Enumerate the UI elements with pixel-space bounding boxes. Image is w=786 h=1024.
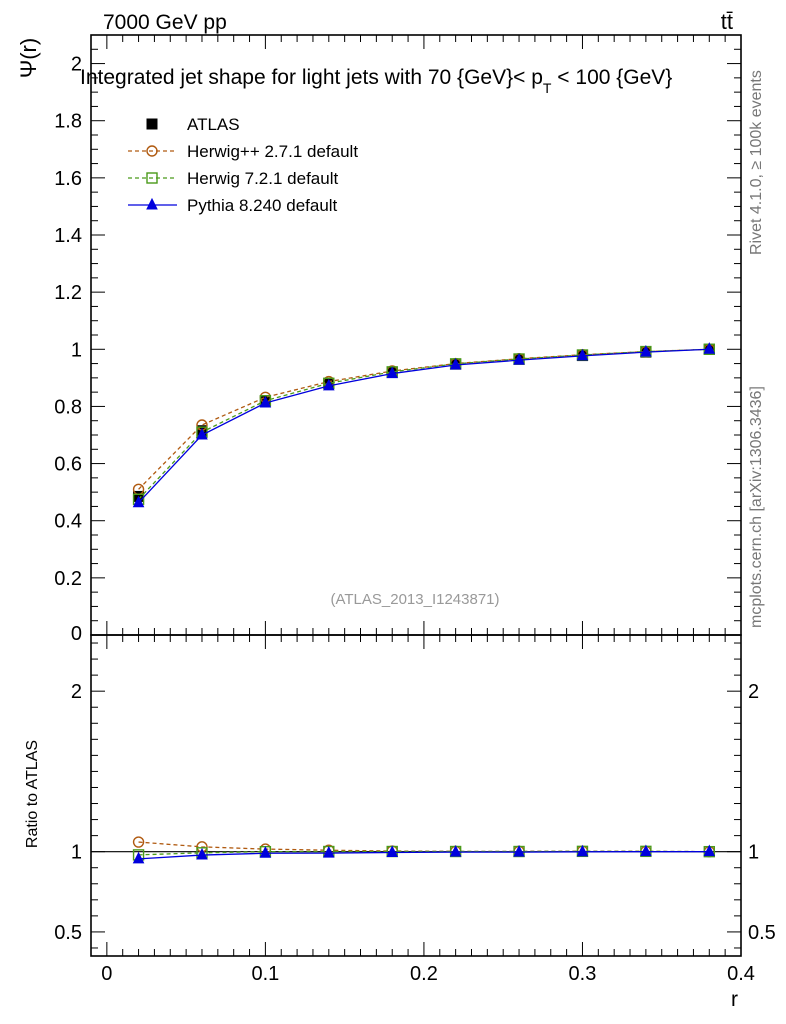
main-point-pythia-8-240-default xyxy=(576,348,589,361)
main-point-pythia-8-240-default xyxy=(513,353,525,365)
ratio-panel-y-tick-label-right: 2 xyxy=(748,681,759,703)
chart-title: Integrated jet shape for light jets with… xyxy=(80,66,672,96)
ratio-point-herwig-2-7-1-default xyxy=(132,836,145,848)
x-tick-label: 0.1 xyxy=(251,963,279,985)
ratio-point-pythia-8-240-default xyxy=(576,844,589,857)
legend-label-herwig-7-2-1-default: Herwig 7.2.1 default xyxy=(187,169,338,188)
mcplots-label: mcplots.cern.ch [arXiv:1306.3436] xyxy=(748,386,765,628)
energy-label: 7000 GeV pp xyxy=(103,11,227,34)
chart-title-end: < 100 {GeV} xyxy=(551,66,672,89)
legend-item-herwig-2-7-1-default: Herwig++ 2.7.1 default xyxy=(128,142,358,161)
ratio-series-pythia-8-240-default xyxy=(132,844,716,864)
ratio-panel-series xyxy=(132,836,716,864)
ratio-point-pythia-8-240-default xyxy=(132,851,145,864)
main-panel-y-tick-label: 2 xyxy=(71,54,82,76)
ratio-panel-y-tick-label-right: 0.5 xyxy=(748,922,776,944)
main-series-pythia-8-240-default xyxy=(132,342,716,508)
main-point-pythia-8-240-default xyxy=(259,395,272,408)
ratio-point-pythia-8-240-default xyxy=(386,845,399,857)
main-point-pythia-8-240-default xyxy=(703,342,716,354)
ratio-panel-y-tick-label-left: 0.5 xyxy=(54,922,82,944)
process-label: tt̄ xyxy=(721,9,733,34)
y-axis-title-ratio: Ratio to ATLAS xyxy=(24,740,41,848)
legend-item-atlas: ATLAS xyxy=(146,115,240,134)
main-panel-axes: 0.2 0.4 0.6 0.8 1 1.2 1.4 1.6 1.8 2 0 xyxy=(54,34,742,645)
legend-marker-herwig-2-7-1-default xyxy=(146,145,158,157)
chart-title-subscript: T xyxy=(543,80,552,96)
main-panel-series xyxy=(132,342,716,508)
ratio-panel-y-tick-label-left: 1 xyxy=(71,842,82,864)
ratio-series-herwig-2-7-1-default xyxy=(132,836,715,858)
y-axis-title-main: Ψ(r) xyxy=(16,38,41,78)
main-panel-y-tick-label: 0.8 xyxy=(54,396,82,418)
ratio-panel-frame xyxy=(90,634,742,957)
legend: ATLAS Herwig++ 2.7.1 default Herwig 7.2.1 … xyxy=(128,115,358,215)
ratio-series-herwig-7-2-1-default xyxy=(132,845,715,861)
main-panel-y-tick-label: 1.8 xyxy=(54,111,82,133)
main-point-pythia-8-240-default xyxy=(132,495,145,508)
ratio-panel-axes: 0.5 0.5 1 1 2 2 0 0.1 0.2 0.3 0.4 xyxy=(54,634,776,985)
ratio-point-pythia-8-240-default xyxy=(259,846,272,858)
ratio-point-pythia-8-240-default xyxy=(449,845,462,857)
legend-item-herwig-7-2-1-default: Herwig 7.2.1 default xyxy=(128,169,338,188)
legend-label-pythia-8-240-default: Pythia 8.240 default xyxy=(187,196,338,215)
analysis-id-label: (ATLAS_2013_I1243871) xyxy=(330,591,499,608)
main-panel-y-tick-label: 0.4 xyxy=(54,511,82,533)
legend-marker-herwig-7-2-1-default xyxy=(146,172,158,184)
main-panel-y-tick-label: 1 xyxy=(71,339,82,361)
legend-marker-atlas xyxy=(146,118,158,130)
legend-item-pythia-8-240-default: Pythia 8.240 default xyxy=(128,196,338,215)
main-point-pythia-8-240-default xyxy=(196,427,208,440)
main-panel-y-zero-label: 0 xyxy=(71,623,82,645)
main-point-pythia-8-240-default xyxy=(640,345,652,357)
rivet-version-label: Rivet 4.1.0, ≥ 100k events xyxy=(748,70,765,255)
ratio-series-line-herwig-2-7-1-default xyxy=(138,841,710,853)
ratio-series-line-pythia-8-240-default xyxy=(138,851,710,860)
main-point-pythia-8-240-default xyxy=(386,366,399,379)
x-axis-title: r xyxy=(731,988,738,1011)
main-panel-y-tick-label: 0.2 xyxy=(54,568,82,590)
legend-marker-pythia-8-240-default xyxy=(146,197,158,210)
legend-label-atlas: ATLAS xyxy=(187,115,240,134)
main-series-line-herwig-7-2-1-default xyxy=(138,348,710,500)
main-panel-y-tick-label: 1.2 xyxy=(54,282,82,304)
ratio-point-pythia-8-240-default xyxy=(322,846,335,858)
main-series-herwig-2-7-1-default xyxy=(132,343,715,495)
main-series-line-herwig-2-7-1-default xyxy=(138,348,710,490)
main-panel-y-tick-label: 1.6 xyxy=(54,168,82,190)
ratio-point-pythia-8-240-default xyxy=(640,844,652,857)
x-tick-label: 0.2 xyxy=(410,963,438,985)
legend-label-herwig-2-7-1-default: Herwig++ 2.7.1 default xyxy=(187,142,358,161)
main-series-herwig-7-2-1-default xyxy=(132,343,715,505)
ratio-panel-y-tick-label-left: 2 xyxy=(71,681,82,703)
main-panel-y-tick-label: 0.6 xyxy=(54,454,82,476)
ratio-panel-y-tick-label-right: 1 xyxy=(748,842,759,864)
x-tick-label: 0.3 xyxy=(569,963,597,985)
ratio-point-pythia-8-240-default xyxy=(513,845,525,857)
x-tick-label: 0.4 xyxy=(727,963,755,985)
main-point-pythia-8-240-default xyxy=(449,357,462,370)
main-series-line-pythia-8-240-default xyxy=(138,348,710,504)
chart-title-main: Integrated jet shape for light jets with… xyxy=(80,66,543,89)
ratio-point-pythia-8-240-default xyxy=(703,844,716,857)
ratio-point-pythia-8-240-default xyxy=(196,847,208,860)
main-point-pythia-8-240-default xyxy=(322,378,335,391)
main-panel-y-tick-label: 1.4 xyxy=(54,225,82,247)
x-tick-label: 0 xyxy=(101,963,112,985)
